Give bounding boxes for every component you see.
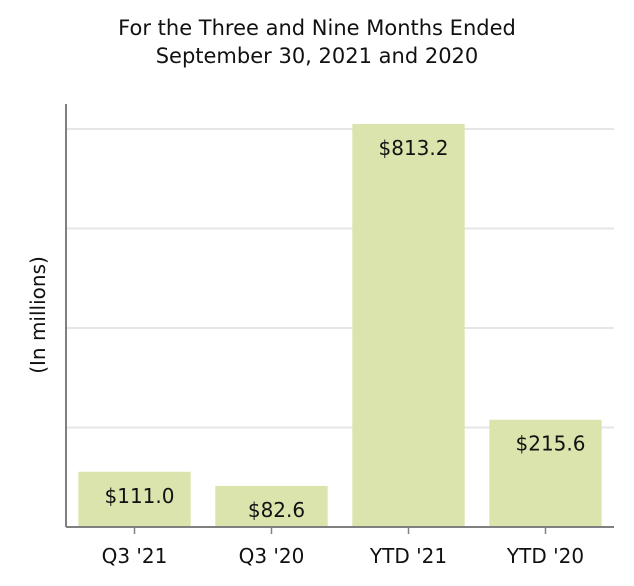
x-tick-label: YTD '20: [506, 544, 584, 568]
data-labels: $111.0 $82.6 $813.2 $215.6: [105, 136, 586, 522]
chart-title-line-1: For the Three and Nine Months Ended: [118, 16, 516, 40]
axes: [65, 104, 614, 528]
data-label: $82.6: [248, 498, 305, 522]
bar: [78, 471, 191, 527]
x-tick-labels: Q3 '21 Q3 '20 YTD '21 YTD '20: [102, 527, 584, 568]
data-label: $215.6: [516, 432, 586, 456]
bar: [215, 485, 328, 527]
x-tick-label: YTD '21: [369, 544, 447, 568]
bar: [489, 419, 602, 527]
data-label: $111.0: [105, 484, 175, 508]
x-tick-label: Q3 '21: [102, 544, 168, 568]
data-label: $813.2: [379, 136, 449, 160]
chart-title-line-2: September 30, 2021 and 2020: [155, 44, 479, 68]
bars: [78, 124, 602, 527]
bar: [352, 124, 465, 527]
gridlines: [66, 128, 614, 429]
chart-title: For the Three and Nine Months Ended Sept…: [0, 14, 634, 70]
x-tick-label: Q3 '20: [239, 544, 305, 568]
